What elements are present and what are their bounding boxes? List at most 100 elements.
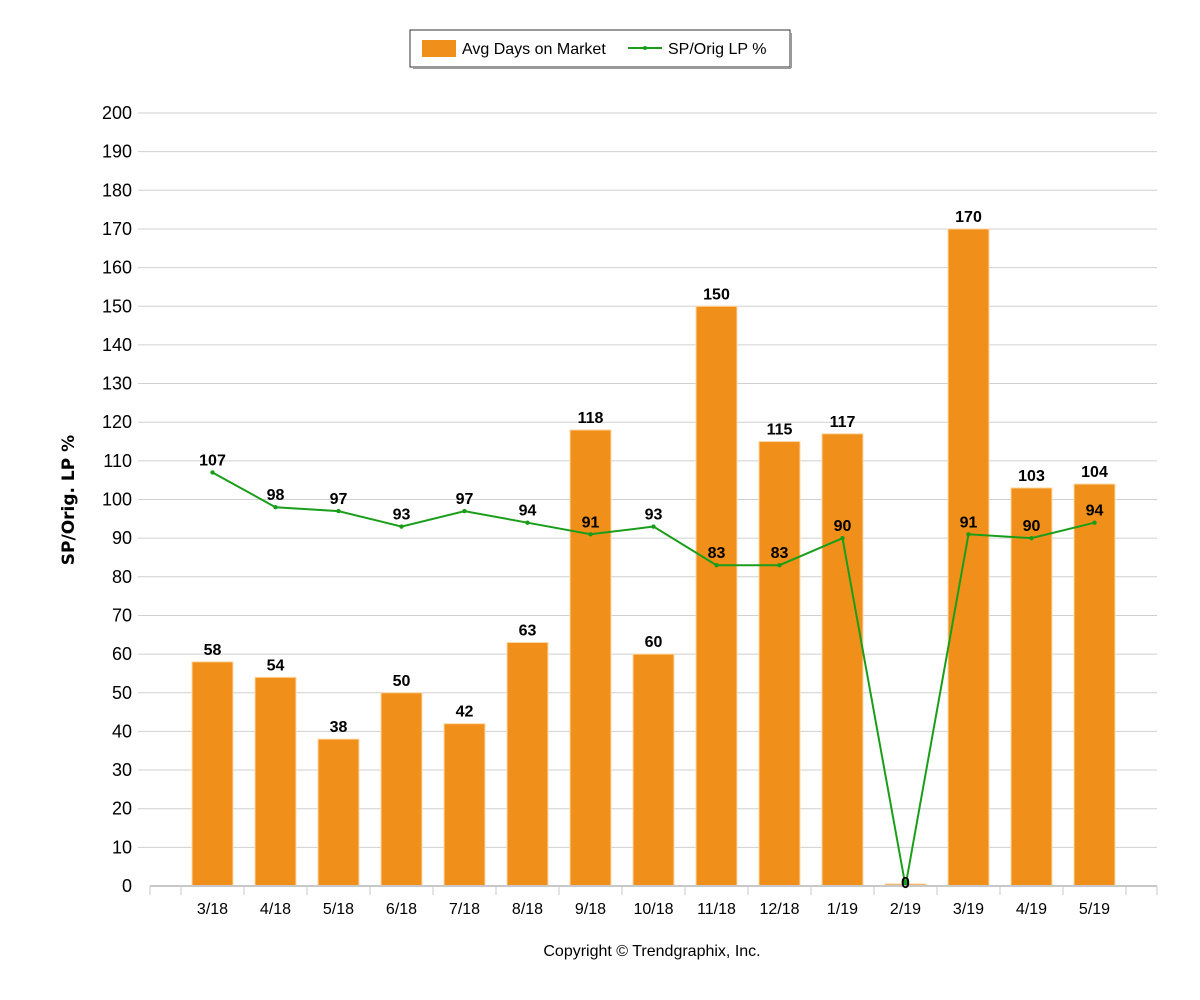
line-point [210, 470, 215, 475]
y-tick-label: 130 [102, 374, 132, 394]
y-tick-label: 100 [102, 490, 132, 510]
y-tick-label: 120 [102, 412, 132, 432]
bar [947, 228, 990, 887]
bars [191, 228, 1116, 887]
bar-value-label: 50 [393, 673, 411, 690]
bar-value-label: 150 [703, 286, 730, 303]
y-tick-label: 140 [102, 335, 132, 355]
bar-value-label: 58 [204, 642, 222, 659]
bar-value-label: 54 [267, 657, 285, 674]
x-tick-label: 4/18 [260, 901, 291, 918]
bar [695, 305, 738, 887]
line-point [273, 505, 278, 510]
line-value-label: 83 [771, 545, 789, 562]
bar-value-label: 38 [330, 719, 348, 736]
line-point [462, 508, 467, 514]
line-value-label: 93 [393, 507, 411, 524]
x-tick-label: 7/18 [449, 901, 480, 918]
legend-bar-swatch [422, 40, 456, 57]
line-value-label: 97 [330, 491, 348, 508]
bar-value-label: 42 [456, 704, 474, 721]
line-point [1092, 520, 1097, 525]
bar [1073, 483, 1116, 887]
line-value-label: 107 [199, 452, 226, 469]
line-point [525, 520, 530, 525]
bar [380, 692, 423, 887]
y-tick-label: 200 [102, 103, 132, 123]
legend-label-bar: Avg Days on Market [462, 41, 606, 58]
x-tick-label: 3/19 [953, 901, 984, 918]
x-tick-label: 2/19 [890, 901, 921, 918]
line-series [210, 470, 1097, 889]
x-tick-label: 8/18 [512, 901, 543, 918]
y-tick-label: 110 [103, 451, 132, 471]
x-tick-label: 5/19 [1079, 901, 1110, 918]
x-tick-label: 10/18 [633, 901, 673, 918]
x-tick-label: 3/18 [197, 901, 228, 918]
line-value-label: 91 [960, 514, 978, 531]
bar [758, 441, 801, 887]
y-tick-label: 0 [122, 876, 132, 896]
line-point [651, 524, 656, 529]
y-tick-label: 160 [102, 258, 132, 278]
y-tick-label: 30 [112, 760, 132, 780]
data-labels: 58 54 38 50 42 63 118 60 150 115 117 170 103 104 107 98… [199, 209, 1108, 892]
bar [506, 642, 549, 887]
bar [443, 723, 486, 887]
line-point [588, 532, 593, 537]
bar-value-label: 117 [830, 414, 856, 431]
bar-value-label: 60 [645, 634, 663, 651]
line-value-label: 91 [582, 514, 600, 531]
line-value-label: 97 [456, 491, 474, 508]
line-point [840, 535, 845, 541]
line-point [336, 508, 341, 514]
line-value-label: 90 [1023, 518, 1041, 535]
legend-box [409, 29, 791, 68]
y-tick-label: 60 [112, 644, 132, 664]
y-tick-label: 190 [102, 142, 132, 162]
bar-value-label: 103 [1018, 468, 1045, 485]
line-value-label: 93 [645, 507, 663, 524]
x-tick-label: 12/18 [759, 901, 799, 918]
y-axis-label: SP/Orig. LP % [59, 435, 79, 565]
bar-value-label: 63 [519, 623, 537, 640]
bar [317, 738, 360, 887]
y-tick-label: 70 [112, 605, 132, 625]
y-tick-label: 40 [112, 721, 132, 741]
bar [821, 433, 864, 887]
y-tick-label: 10 [112, 837, 132, 857]
line-point [399, 524, 404, 529]
x-tick-label: 9/18 [575, 901, 606, 918]
bar-value-label: 115 [767, 422, 793, 439]
x-axis: 3/18 4/18 5/18 6/18 7/18 8/18 9/18 10/18 11/18 12… [149, 885, 1158, 918]
y-axis-ticks: 0 10 20 30 40 50 60 70 80 90 100 110 120 130 140 150 160… [102, 103, 132, 896]
y-tick-label: 90 [112, 528, 132, 548]
bar [569, 429, 612, 887]
y-tick-label: 20 [112, 799, 132, 819]
x-tick-label: 1/19 [827, 901, 858, 918]
bar [254, 676, 297, 887]
line-value-label: 90 [834, 518, 852, 535]
y-tick-label: 80 [112, 567, 132, 587]
x-tick-label: 11/18 [697, 901, 736, 918]
y-tick-label: 170 [102, 219, 132, 239]
bar-value-label: 170 [955, 209, 982, 226]
bar [632, 653, 675, 887]
line-value-label: 94 [519, 503, 537, 520]
x-tick-label: 5/18 [323, 901, 354, 918]
bar [191, 661, 234, 887]
line-value-label: 83 [708, 545, 726, 562]
legend-label-line: SP/Orig LP % [668, 41, 766, 58]
line-value-label: 94 [1086, 503, 1104, 520]
line-point [777, 563, 782, 568]
x-tick-label: 6/18 [386, 901, 417, 918]
bar [1010, 487, 1053, 887]
bar-value-label: 118 [578, 410, 604, 427]
line-point [966, 532, 971, 537]
y-tick-label: 150 [102, 296, 132, 316]
line-point [714, 563, 719, 568]
y-tick-label: 180 [102, 180, 132, 200]
y-tick-label: 50 [112, 683, 132, 703]
copyright-footer: Copyright © Trendgraphix, Inc. [543, 943, 760, 960]
